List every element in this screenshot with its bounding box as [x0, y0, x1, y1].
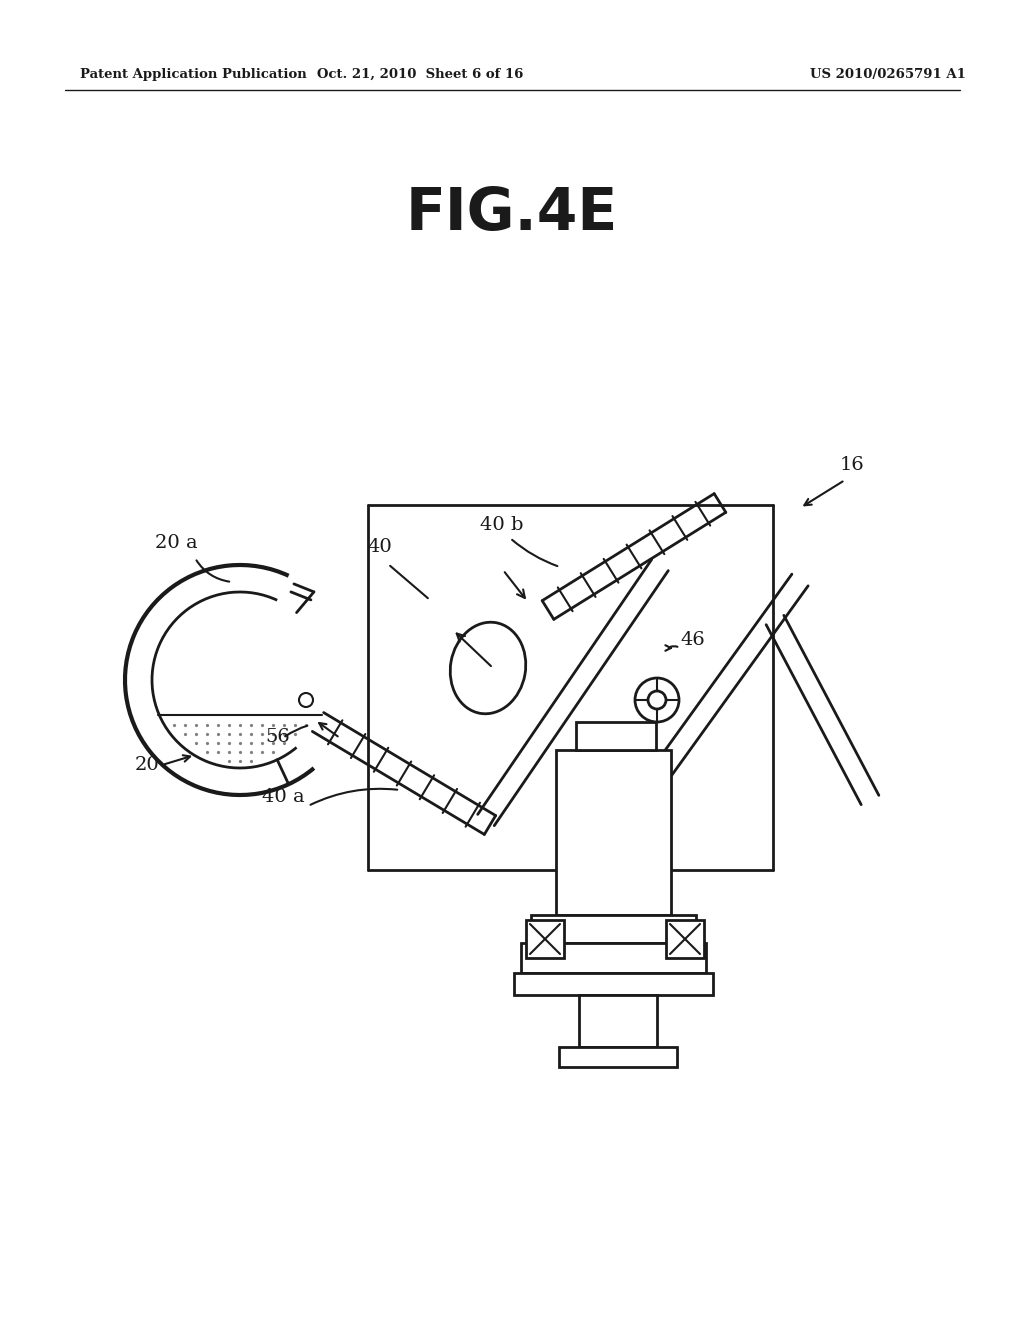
Text: Oct. 21, 2010  Sheet 6 of 16: Oct. 21, 2010 Sheet 6 of 16 [316, 69, 523, 81]
Text: 20: 20 [135, 756, 160, 774]
Bar [579, 995, 657, 1047]
Bar [559, 1047, 677, 1067]
Bar [521, 942, 706, 973]
Text: 40: 40 [367, 539, 392, 556]
Bar [575, 722, 656, 750]
Text: US 2010/0265791 A1: US 2010/0265791 A1 [810, 69, 966, 81]
Text: FIG.4E: FIG.4E [406, 185, 618, 242]
Circle shape [299, 693, 313, 708]
Bar [531, 915, 696, 942]
Bar [514, 973, 713, 995]
Text: 16: 16 [840, 455, 864, 474]
Text: 56: 56 [265, 729, 290, 746]
Bar [556, 750, 671, 915]
Text: Patent Application Publication: Patent Application Publication [80, 69, 307, 81]
Text: 40 a: 40 a [262, 788, 304, 807]
Text: 20 a: 20 a [155, 535, 198, 552]
Text: 40 b: 40 b [480, 516, 523, 535]
Circle shape [648, 690, 666, 709]
Bar [666, 920, 705, 958]
Text: 46: 46 [680, 631, 705, 649]
Bar [526, 920, 564, 958]
